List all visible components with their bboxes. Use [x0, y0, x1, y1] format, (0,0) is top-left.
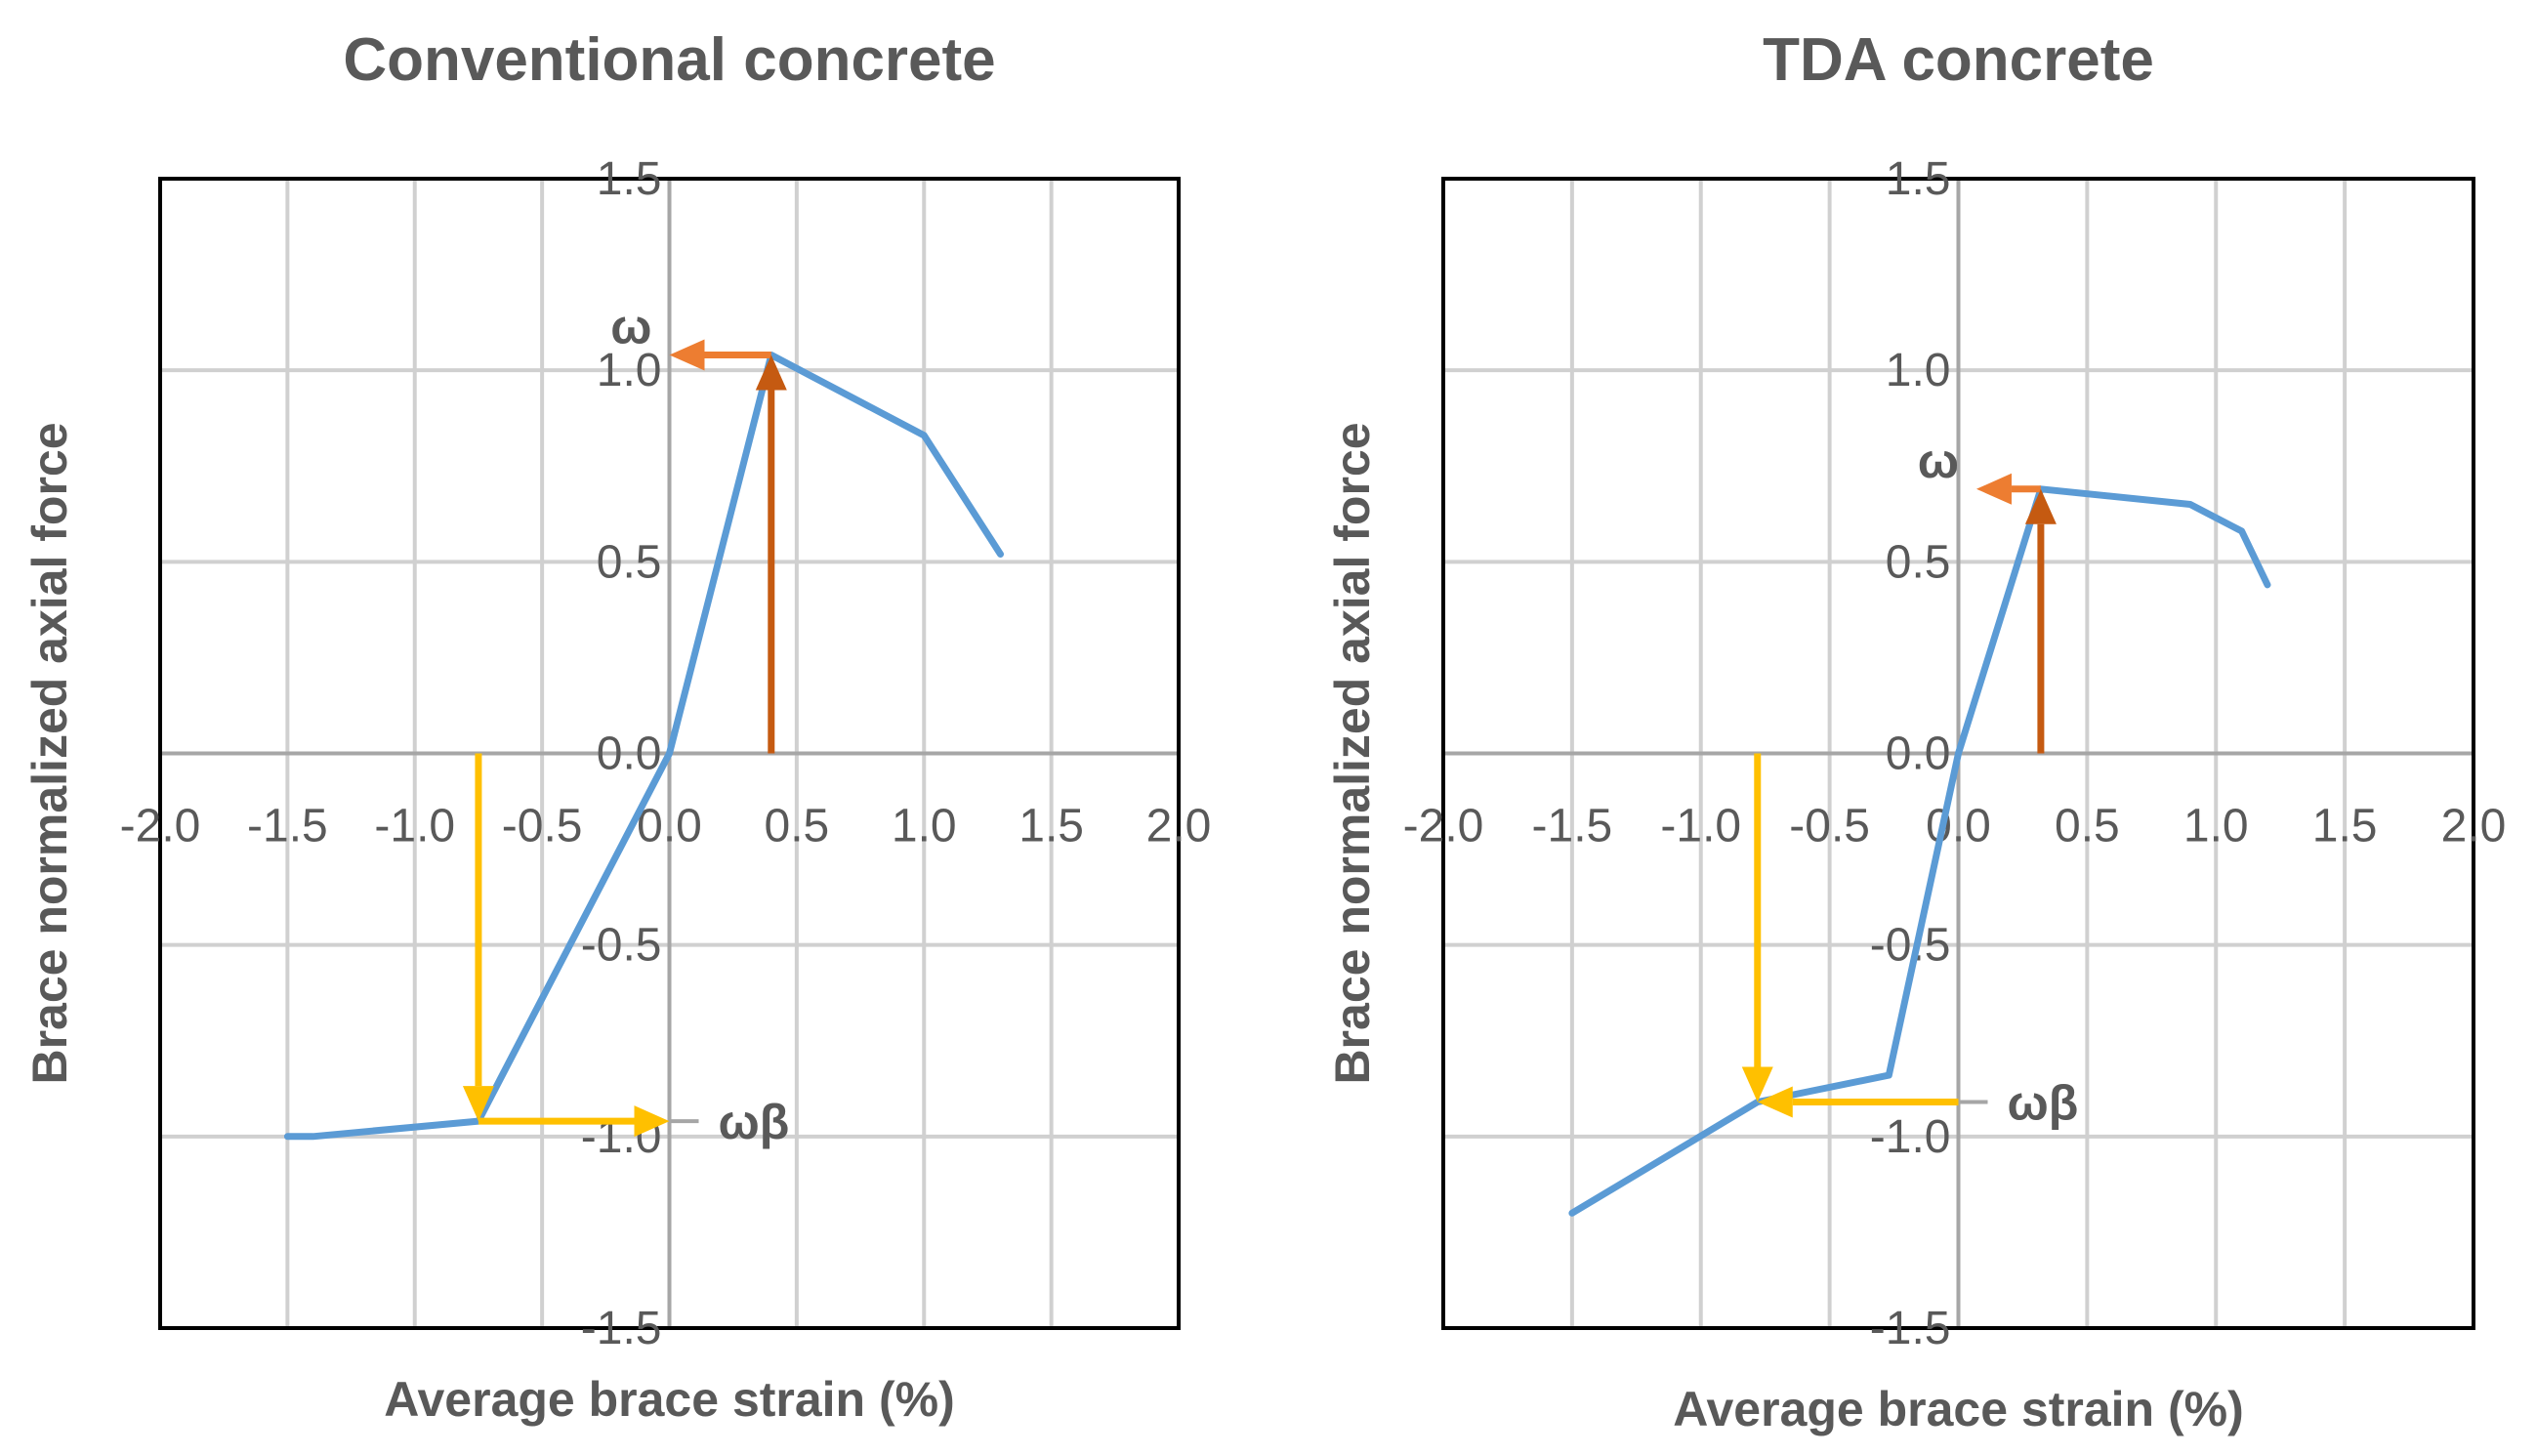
- x-tick-label: -1.5: [247, 801, 328, 853]
- x-tick-label: -2.0: [120, 801, 201, 853]
- x-tick-label: 0.5: [765, 801, 830, 853]
- y-axis-label: Brace normalized axial force: [1325, 422, 1380, 1084]
- y-tick-label: 0.0: [597, 728, 662, 780]
- x-tick-label: 2.0: [1146, 801, 1212, 853]
- annotation-arrow-head: [634, 1105, 670, 1138]
- chart-tda-concrete: -2.0 -1.5 -1.0 -0.5 0.0 0.5 1.0 1.5 2.0-1.5-1.0-…: [1325, 26, 2506, 1436]
- plot-frame: [1441, 177, 2475, 1330]
- x-tick-label: -2.0: [1403, 801, 1484, 853]
- series-line: [283, 352, 1004, 1141]
- omega-beta-label: ωβ: [2008, 1076, 2079, 1131]
- x-tick-label: 0.5: [2055, 801, 2120, 853]
- omega-beta-label: ωβ: [719, 1095, 790, 1149]
- x-tick-label: 1.0: [2183, 801, 2249, 853]
- chart-title: TDA concrete: [1763, 26, 2154, 94]
- chart-title: Conventional concrete: [343, 26, 995, 94]
- y-tick-label: 0.5: [597, 536, 662, 588]
- chart-conventional-concrete: -2.0 -1.5 -1.0 -0.5 0.0 0.5 1.0 1.5 2.0-1.5-1.0-…: [22, 26, 1211, 1427]
- annotation-arrow-head: [462, 1086, 494, 1122]
- x-tick-label: -1.0: [374, 801, 455, 853]
- y-tick-label: 1.5: [1886, 153, 1951, 205]
- x-tick-label: -0.5: [502, 801, 583, 853]
- x-tick-label: -0.5: [1789, 801, 1870, 853]
- annotation-arrow-head: [1741, 1066, 1773, 1102]
- y-tick-label: 0.5: [1886, 536, 1951, 588]
- x-axis-label: Average brace strain (%): [1673, 1382, 2244, 1436]
- x-tick-label: -1.0: [1660, 801, 1741, 853]
- y-tick-label: 1.0: [1886, 345, 1951, 396]
- annotation-arrow-head: [755, 354, 787, 391]
- plot-frame: [158, 177, 1181, 1330]
- x-tick-label: -1.5: [1532, 801, 1613, 853]
- y-tick-label: 0.0: [1886, 728, 1951, 780]
- y-tick-label: -0.5: [581, 920, 662, 972]
- annotation-arrow-head: [669, 339, 705, 371]
- x-tick-label: 0.0: [637, 801, 702, 853]
- y-tick-label: 1.0: [597, 345, 662, 396]
- annotation-arrow-head: [1975, 473, 2012, 505]
- annotation-arrow-head: [2024, 488, 2057, 524]
- x-tick-label: 1.5: [2312, 801, 2378, 853]
- y-axis-label: Brace normalized axial force: [22, 422, 77, 1084]
- y-tick-label: -1.5: [1870, 1303, 1951, 1354]
- x-tick-label: 1.5: [1019, 801, 1084, 853]
- annotation-arrow-head: [1757, 1086, 1793, 1118]
- y-tick-label: 1.5: [597, 153, 662, 205]
- omega-label: ω: [610, 299, 651, 354]
- x-tick-label: 2.0: [2441, 801, 2507, 853]
- y-tick-label: -1.0: [1870, 1111, 1951, 1163]
- y-tick-label: -1.5: [581, 1303, 662, 1354]
- x-axis-label: Average brace strain (%): [384, 1372, 955, 1427]
- x-tick-label: 1.0: [892, 801, 957, 853]
- omega-label: ω: [1918, 434, 1959, 488]
